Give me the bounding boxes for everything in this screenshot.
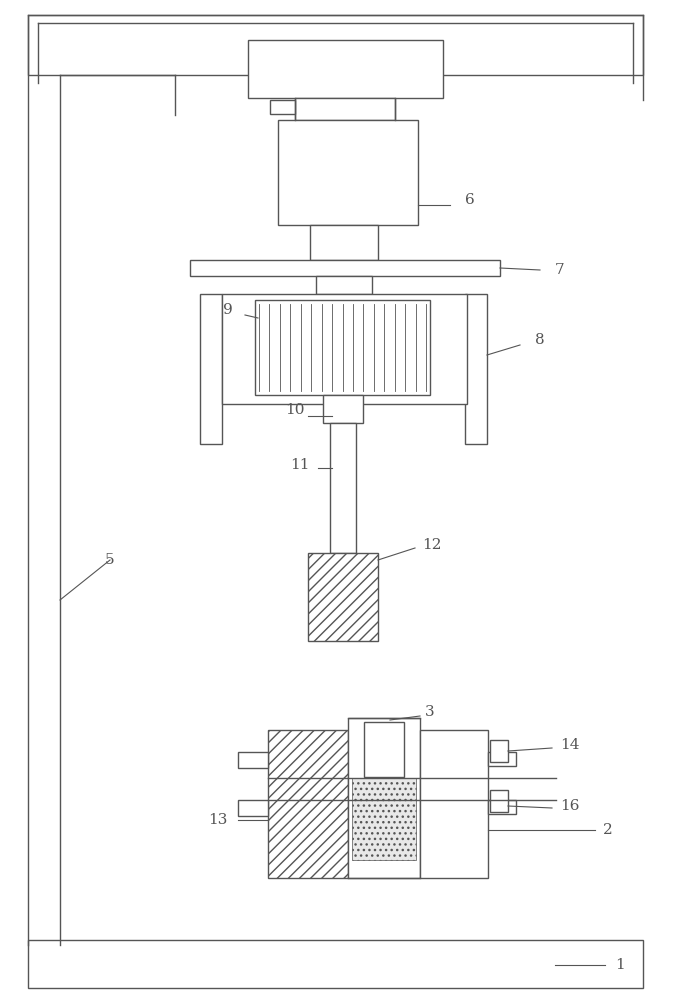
Bar [238,752,268,768]
Text: 8: 8 [535,333,545,347]
Bar [488,752,516,766]
Text: 2: 2 [603,823,613,837]
Bar [278,120,418,225]
Bar [295,98,395,120]
Bar [190,260,500,276]
Bar [490,790,508,812]
Bar [364,722,404,777]
Bar [323,395,363,423]
Text: 16: 16 [560,799,580,813]
Bar [420,730,488,878]
Bar [28,940,643,988]
Bar [270,100,295,114]
Text: 1: 1 [615,958,625,972]
Bar [488,800,516,814]
Bar [465,294,487,444]
Text: 9: 9 [223,303,233,317]
Bar [255,300,430,395]
Text: 13: 13 [208,813,227,827]
Bar [330,423,356,553]
Bar [310,225,378,260]
Bar [268,730,348,878]
Text: 12: 12 [422,538,442,552]
Bar [308,553,378,641]
Text: 6: 6 [465,193,475,207]
Text: 3: 3 [425,705,435,719]
Text: 10: 10 [285,403,305,417]
Bar [348,718,420,878]
Bar [490,740,508,762]
Bar [200,294,222,444]
Text: 14: 14 [560,738,580,752]
Bar [316,276,372,294]
Bar [352,778,416,860]
Text: 5: 5 [105,553,115,567]
Bar [28,15,643,75]
Text: 11: 11 [290,458,310,472]
Bar [238,800,268,816]
Bar [248,40,443,98]
Bar [222,294,467,404]
Text: 7: 7 [555,263,565,277]
